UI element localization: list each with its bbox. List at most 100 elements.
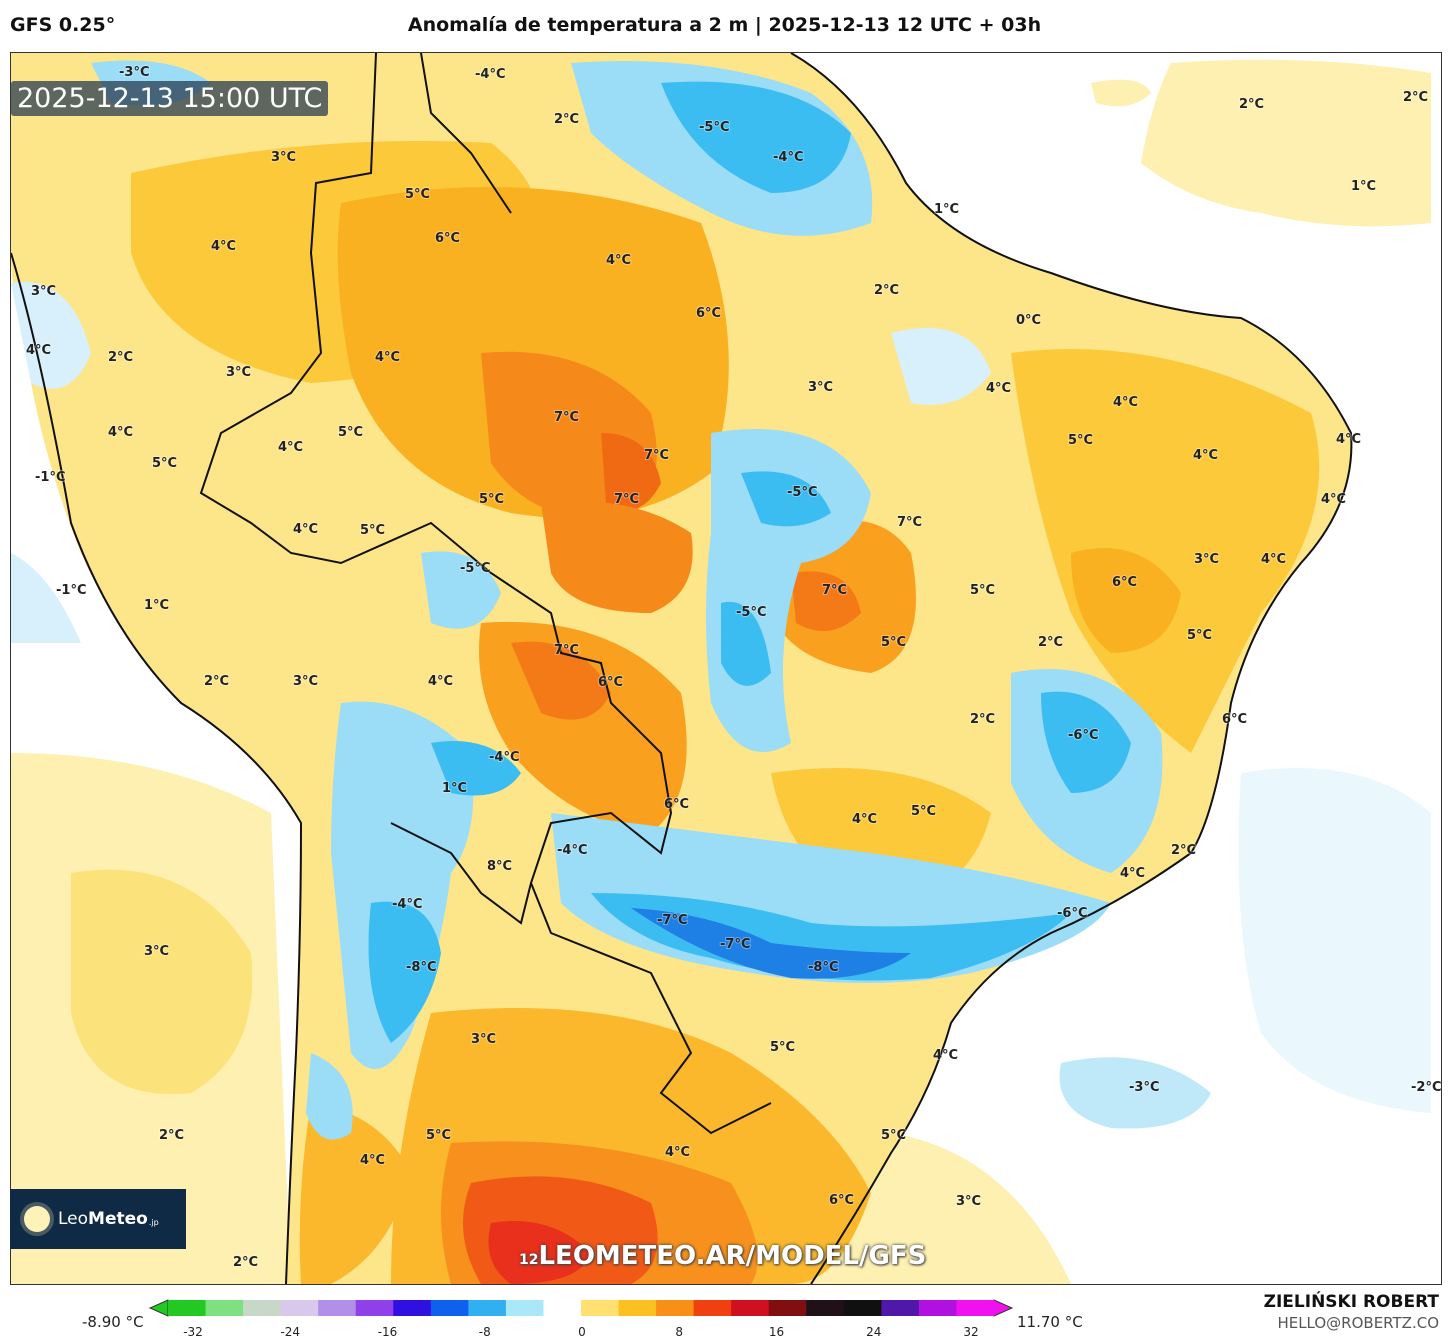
contour-labels: -3°C -4°C 2°C -5°C -4°C 2°C 2°C 1°C 1°C 3°C 5°C 6°C… — [25, 64, 1441, 1271]
contour-label: 5°C — [1068, 433, 1093, 448]
contour-label: 2°C — [970, 712, 995, 727]
contour-label: 5°C — [479, 492, 504, 507]
contour-label: -1°C — [35, 470, 65, 485]
contour-label: 2°C — [554, 112, 579, 127]
model-name: GFS 0.25° — [10, 14, 116, 36]
contour-label: 1°C — [1351, 179, 1376, 194]
contour-label: 4°C — [606, 253, 631, 268]
colorbar-swatch — [656, 1300, 695, 1316]
contour-label: 0°C — [1016, 313, 1041, 328]
logo-text-leo: Leo — [58, 1209, 89, 1229]
contour-label: 2°C — [874, 283, 899, 298]
contour-label: 7°C — [897, 515, 922, 530]
colorbar-swatch — [280, 1300, 319, 1316]
author-name: ZIELIŃSKI ROBERT — [1263, 1292, 1439, 1312]
colorbar-swatch — [731, 1300, 770, 1316]
contour-label: 7°C — [614, 492, 639, 507]
contour-label: 2°C — [108, 350, 133, 365]
contour-label: 6°C — [664, 797, 689, 812]
contour-label: -8°C — [406, 960, 436, 975]
contour-label: 4°C — [986, 381, 1011, 396]
contour-label: 3°C — [471, 1032, 496, 1047]
colorbar-tick: 24 — [866, 1325, 882, 1339]
colorbar-swatch — [355, 1300, 394, 1316]
colorbar-swatch — [956, 1300, 995, 1316]
contour-label: 5°C — [770, 1040, 795, 1055]
colorbar-max-arrow — [993, 1299, 1014, 1317]
contour-label: 8°C — [487, 859, 512, 874]
contour-label: 4°C — [1321, 492, 1346, 507]
contour-label: 4°C — [933, 1048, 958, 1063]
contour-label: -4°C — [489, 750, 519, 765]
contour-label: 5°C — [360, 523, 385, 538]
watermark: 12LEOMETEO.AR/MODEL/GFS — [519, 1241, 926, 1271]
colorbar-swatch — [505, 1300, 544, 1316]
colorbar-tick: 0 — [578, 1325, 586, 1339]
author-email: HELLO@ROBERTZ.CO — [1277, 1314, 1439, 1332]
contour-label: 6°C — [1112, 575, 1137, 590]
contour-label: 3°C — [808, 380, 833, 395]
logo-text-meteo: Meteo — [88, 1209, 148, 1229]
contour-label: -7°C — [657, 913, 687, 928]
contour-label: -7°C — [720, 937, 750, 952]
colorbar-max-label: 11.70 °C — [1017, 1313, 1083, 1331]
contour-label: 4°C — [211, 239, 236, 254]
contour-label: -4°C — [773, 150, 803, 165]
negative-anomaly-fields — [11, 60, 1163, 1140]
colorbar-swatch — [205, 1300, 244, 1316]
map-canvas: -3°C -4°C 2°C -5°C -4°C 2°C 2°C 1°C 1°C 3°C 5°C 6°C… — [11, 53, 1441, 1284]
country-borders — [11, 53, 1353, 1284]
contour-label: 2°C — [159, 1128, 184, 1143]
watermark-prefix: 12 — [519, 1252, 539, 1268]
sun-icon — [24, 1206, 50, 1232]
colorbar-swatch — [881, 1300, 920, 1316]
colorbar-swatch — [843, 1300, 882, 1316]
contour-label: -1°C — [56, 583, 86, 598]
contour-label: 2°C — [1239, 97, 1264, 112]
contour-label: 7°C — [644, 448, 669, 463]
colorbar-tick: -16 — [377, 1325, 398, 1339]
contour-label: 4°C — [1261, 552, 1286, 567]
colorbar-swatch — [168, 1300, 207, 1316]
contour-label: -2°C — [1411, 1080, 1441, 1095]
contour-label: 4°C — [1120, 866, 1145, 881]
contour-label: 4°C — [428, 674, 453, 689]
contour-label: 1°C — [934, 202, 959, 217]
colorbar-swatch — [918, 1300, 957, 1316]
colorbar-swatch — [468, 1300, 507, 1316]
leometeo-logo[interactable]: Leo Meteo .jp — [10, 1189, 186, 1249]
contour-label: 4°C — [26, 343, 51, 358]
colorbar-swatch — [318, 1300, 357, 1316]
contour-label: 2°C — [233, 1255, 258, 1270]
contour-label: 2°C — [1171, 843, 1196, 858]
colorbar-swatch — [393, 1300, 432, 1316]
colorbar-tick: 16 — [768, 1325, 785, 1339]
contour-label: 3°C — [271, 150, 296, 165]
colorbar-tick: -32 — [183, 1325, 203, 1339]
contour-label: 3°C — [293, 674, 318, 689]
contour-label: 2°C — [1403, 90, 1428, 105]
watermark-url: LEOMETEO.AR/MODEL/GFS — [538, 1241, 927, 1271]
contour-label: 5°C — [970, 583, 995, 598]
colorbar-tick: -8 — [478, 1325, 491, 1339]
colorbar-tick: -24 — [280, 1325, 301, 1339]
contour-label: -3°C — [1129, 1080, 1159, 1095]
colorbar-tick: 8 — [675, 1325, 684, 1339]
contour-label: 3°C — [1194, 552, 1219, 567]
colorbar-swatch — [693, 1300, 732, 1316]
contour-label: 5°C — [881, 1128, 906, 1143]
contour-label: -6°C — [1057, 906, 1087, 921]
logo-text-suffix: .jp — [148, 1217, 159, 1227]
contour-label: 3°C — [226, 365, 251, 380]
contour-label: 2°C — [1038, 635, 1063, 650]
contour-label: 6°C — [435, 231, 460, 246]
contour-label: 7°C — [554, 410, 579, 425]
contour-label: 4°C — [1336, 432, 1361, 447]
contour-label: -5°C — [736, 605, 766, 620]
valid-time: 2025-12-13 15:00 UTC — [11, 81, 329, 116]
colorbar-swatch — [243, 1300, 282, 1316]
colorbar-swatch — [618, 1300, 657, 1316]
contour-label: 4°C — [852, 812, 877, 827]
contour-label: 4°C — [278, 440, 303, 455]
colorbar-gradient — [148, 1299, 1014, 1317]
